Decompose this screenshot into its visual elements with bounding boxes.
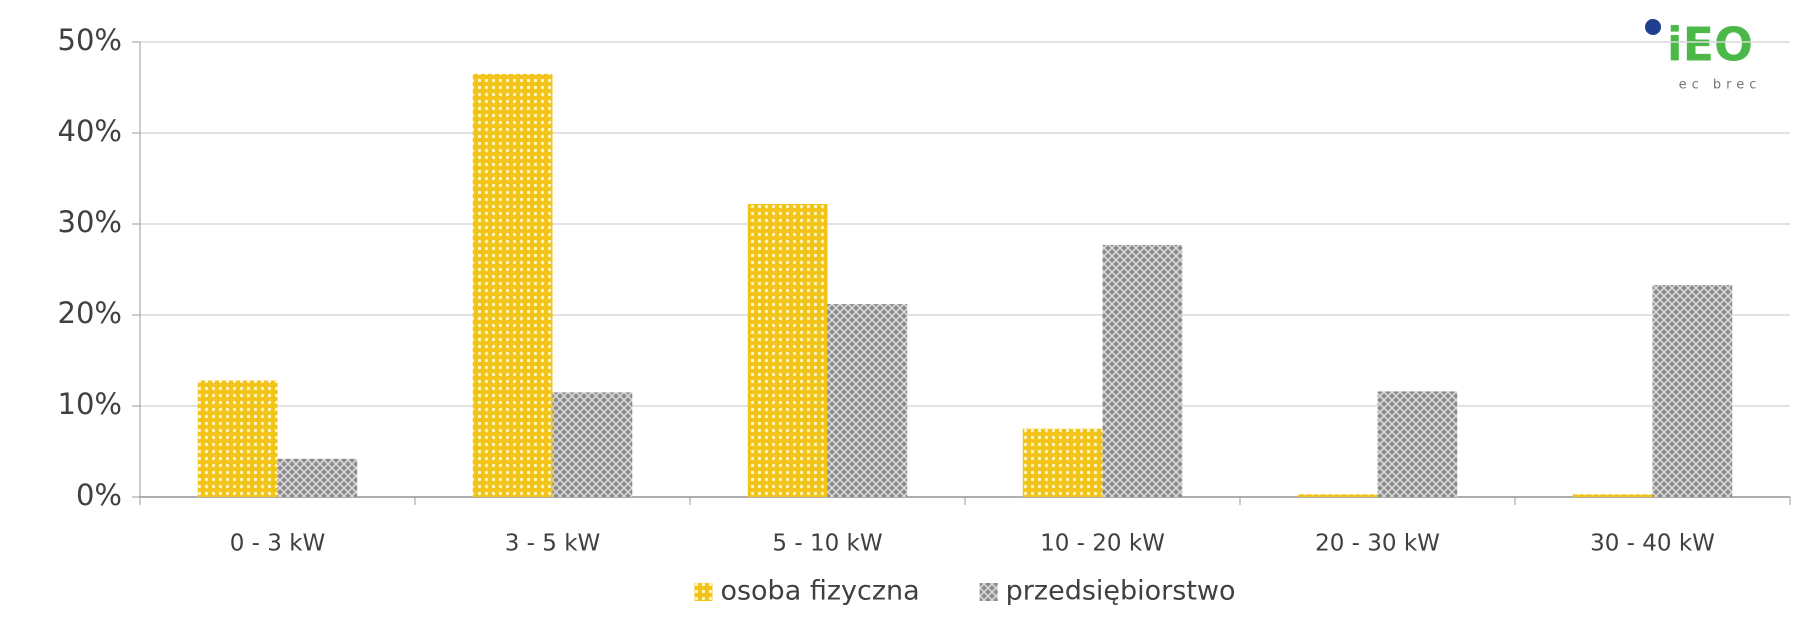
logo-name: iEO <box>1667 18 1753 72</box>
y-tick-label: 20% <box>58 296 122 330</box>
x-tick-label: 30 - 40 kW <box>1590 531 1715 557</box>
bar <box>1377 391 1458 497</box>
legend-swatch <box>694 583 713 601</box>
bar <box>1572 494 1653 497</box>
bar <box>1022 428 1103 497</box>
legend-label: przedsiębiorstwo <box>1006 576 1236 607</box>
y-tick-label: 10% <box>58 387 122 421</box>
logo: iEO ec brec <box>1645 18 1762 93</box>
bar <box>197 380 278 497</box>
y-tick-label: 0% <box>76 478 122 512</box>
bar <box>277 458 358 497</box>
legend-label: osoba fizyczna <box>720 576 919 607</box>
x-tick-label: 5 - 10 kW <box>772 531 882 557</box>
logo-dot <box>1645 19 1661 35</box>
legend-swatch <box>979 583 998 601</box>
y-tick-label: 30% <box>58 205 122 239</box>
bar <box>1102 244 1183 497</box>
y-tick-label: 40% <box>58 114 122 148</box>
x-tick-label: 10 - 20 kW <box>1040 531 1165 557</box>
y-tick-label: 50% <box>58 23 122 57</box>
x-tick-label: 3 - 5 kW <box>505 531 601 557</box>
bar <box>552 392 633 497</box>
x-tick-label: 0 - 3 kW <box>230 531 326 557</box>
bar <box>1297 494 1378 497</box>
bar <box>1652 284 1733 497</box>
logo-tagline: ec brec <box>1679 78 1762 93</box>
bar <box>827 304 908 497</box>
x-tick-label: 20 - 30 kW <box>1315 531 1440 557</box>
bar <box>472 73 553 497</box>
bar <box>747 203 828 498</box>
